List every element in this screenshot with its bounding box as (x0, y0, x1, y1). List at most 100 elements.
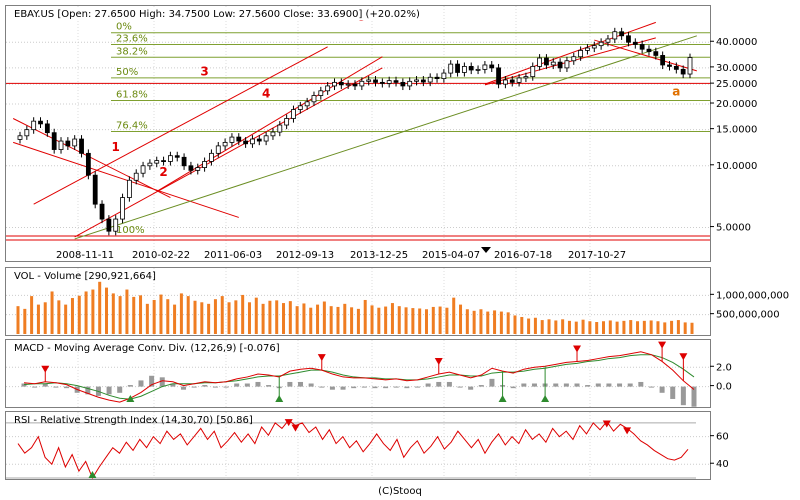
y-tick-label: 20.0000 (716, 99, 757, 110)
macd-histogram-bar (340, 386, 346, 390)
volume-bar (64, 304, 68, 334)
candle-body (673, 66, 679, 70)
volume-bar (424, 309, 428, 334)
macd-histogram-bar (595, 383, 601, 387)
volume-bar (520, 316, 524, 334)
volume-bar (268, 300, 272, 334)
macd-histogram-bar (244, 383, 250, 387)
macd-histogram-bar (159, 377, 165, 387)
volume-bar (91, 289, 95, 334)
candle-body (140, 165, 146, 174)
macd-histogram-bar (319, 386, 325, 388)
volume-bar (608, 320, 612, 334)
volume-bar (459, 304, 463, 334)
volume-bar (125, 289, 129, 334)
candle-body (256, 138, 262, 142)
footer-credit: (C)Stooq (378, 486, 422, 497)
price-x-axis: 2008-11-11 2010-02-22 2011-06-03 2012-09-13… (56, 247, 626, 261)
candle-body (44, 123, 50, 134)
y-tick-label: 40.0000 (716, 37, 757, 48)
candle-body (503, 79, 508, 85)
macd-histogram-bar (351, 386, 357, 389)
candle-body (311, 95, 317, 103)
candle-body (564, 60, 570, 69)
volume-bar (390, 303, 394, 334)
macd-histogram-bar (553, 383, 559, 387)
volume-bar (384, 306, 388, 334)
candle-body (229, 136, 235, 143)
candle-body (297, 105, 303, 110)
candle-body (202, 161, 207, 168)
candle-body (461, 66, 467, 73)
volume-bar (50, 291, 54, 334)
trend-line (484, 37, 656, 86)
candle-body (215, 145, 221, 154)
candle-body (414, 79, 419, 82)
candle-body (373, 79, 378, 83)
volume-bar (322, 301, 326, 334)
volume-bar (642, 320, 646, 334)
candle-body (106, 218, 112, 232)
y-tick-label: 60 (716, 432, 729, 443)
price-chart: 0%23.6%38.2%50%61.8%76.4%100%12345a (6, 6, 710, 261)
volume-bar (173, 304, 177, 334)
volume-bar (193, 300, 197, 334)
volume-bar (336, 306, 340, 334)
candle-body (51, 132, 57, 150)
macd-histogram-bar (404, 386, 410, 389)
candle-body (270, 131, 276, 137)
candle-body (17, 135, 23, 140)
volume-bar (227, 302, 231, 334)
macd-histogram-bar (53, 386, 59, 388)
volume-bar (506, 312, 510, 334)
macd-histogram-bar (574, 383, 580, 387)
candle-body (612, 31, 618, 40)
macd-histogram-bar (85, 386, 91, 395)
macd-histogram-bar (489, 378, 495, 387)
volume-bar (397, 306, 401, 334)
candle-body (92, 174, 98, 205)
candle-body (489, 64, 495, 69)
macd-histogram-bar (202, 385, 208, 387)
candle-body (509, 79, 515, 83)
volume-bar (23, 308, 27, 334)
volume-bar (622, 320, 626, 334)
macd-histogram-bar (191, 386, 197, 388)
rsi-overbought-marker (284, 419, 293, 427)
macd-histogram-bar (648, 386, 654, 388)
volume-bar (540, 320, 544, 334)
y-tick-label: 10.0000 (716, 161, 757, 172)
volume-bar (533, 317, 537, 334)
volume-bar (43, 302, 47, 334)
macd-histogram-bar (138, 380, 144, 387)
macd-histogram-bar (106, 386, 112, 395)
fib-level-label: 61.8% (116, 90, 148, 101)
volume-bar (615, 321, 619, 334)
volume-bar (302, 303, 306, 334)
macd-histogram-bar (659, 386, 665, 393)
volume-bar (16, 306, 20, 334)
volume-bar (111, 293, 115, 334)
candle-body (284, 118, 290, 126)
rsi-panel: RSI - Relative Strength Index (14,30,70)… (5, 411, 711, 480)
macd-histogram-bar (149, 375, 155, 387)
volume-bar (431, 306, 435, 334)
candle-body (585, 47, 590, 51)
period-marker (481, 247, 491, 253)
candle-body (58, 140, 64, 150)
volume-bar (30, 296, 34, 334)
volume-bar (486, 311, 490, 334)
macd-histogram-bar (414, 386, 420, 388)
y-tick-label: 15.0000 (716, 125, 757, 136)
volume-bar (275, 300, 279, 334)
candle-body (263, 135, 269, 142)
candle-body (523, 76, 529, 79)
fib-level-label: 50% (116, 67, 138, 78)
volume-bar (561, 319, 565, 334)
candle-body (598, 41, 604, 47)
candle-body (79, 138, 84, 154)
macd-title: MACD - Moving Average Conv. Div. (12,26,… (14, 343, 280, 354)
price-y-axis: 5.0000 10.0000 15.0000 20.0000 25.0000 30.000… (710, 37, 757, 234)
candle-body (195, 167, 201, 171)
volume-bar (527, 318, 531, 334)
